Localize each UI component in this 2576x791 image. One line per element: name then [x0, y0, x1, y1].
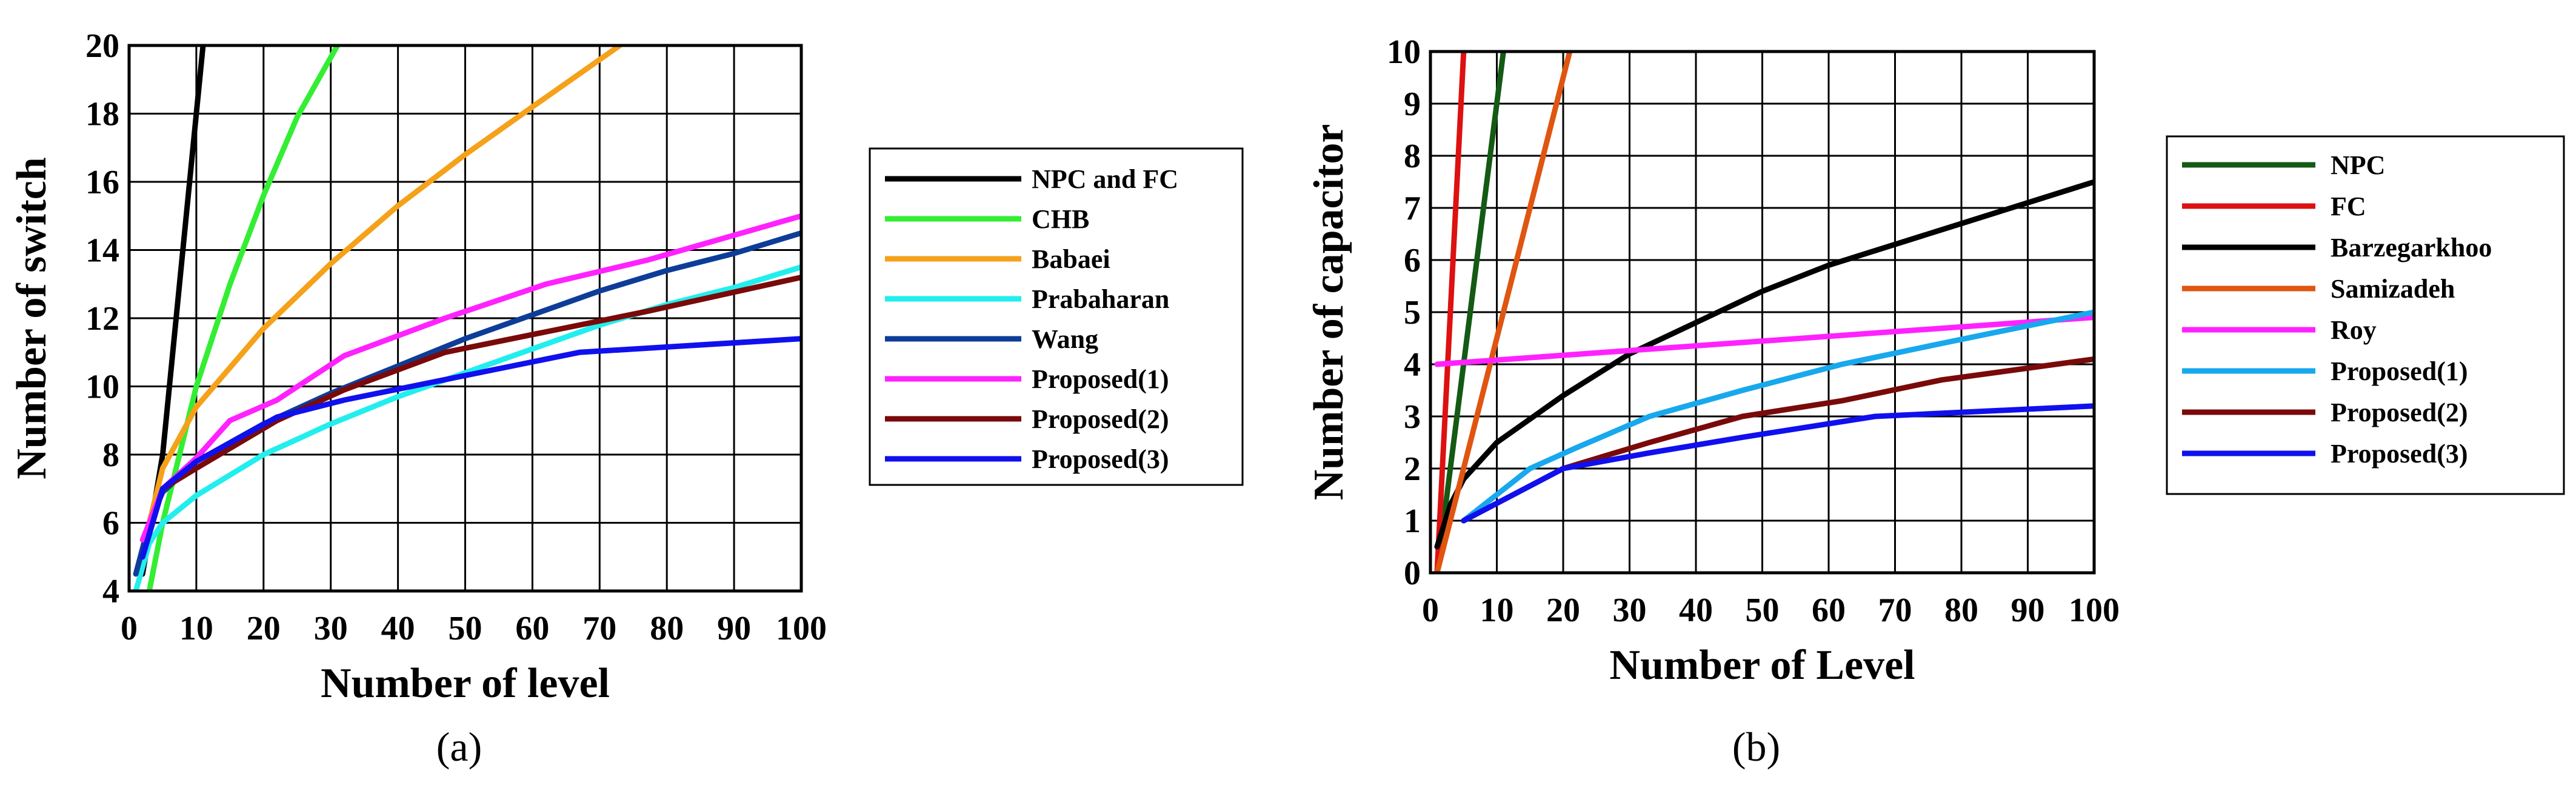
y-tick-label: 16 [85, 164, 119, 201]
series-line-prabaharan [133, 264, 801, 591]
plot-frame [1429, 50, 2096, 575]
x-tick-label: 40 [381, 610, 415, 647]
x-tick-label: 80 [1944, 592, 1978, 629]
y-tick-label: 10 [85, 369, 119, 406]
x-tick-label: 60 [515, 610, 549, 647]
x-tick-label: 100 [776, 610, 827, 647]
y-tick-label: 6 [1404, 242, 1421, 279]
x-tick-label: 20 [247, 610, 281, 647]
x-tick-label: 90 [2011, 592, 2045, 629]
series-line-proposed-1- [1461, 309, 2094, 524]
series-line-proposed-1- [139, 213, 801, 543]
legend-entry-label: Proposed(1) [2331, 356, 2468, 386]
x-tick-label: 10 [179, 610, 213, 647]
legend-entry-label: CHB [1032, 204, 1089, 234]
x-tick-label: 0 [1422, 592, 1439, 629]
y-tick-label: 12 [85, 300, 119, 338]
series-line-babaei [146, 45, 623, 526]
legend-entry-label: Proposed(3) [2331, 439, 2468, 469]
x-axis-label: Number of Level [1609, 642, 1915, 689]
y-tick-label: 4 [102, 573, 119, 610]
y-tick-label: 8 [102, 436, 119, 474]
legend-entry-label: Proposed(2) [2331, 398, 2468, 427]
legend-entry-label: Babaei [1032, 244, 1110, 274]
chart-panel-b: 0 10 20 30 40 50 60 70 80 90 100 0 1 2 3 4 5 6 7 8 9 10 Number… [1306, 33, 2565, 770]
panel-label: (a) [436, 724, 482, 770]
y-tick-label: 18 [85, 96, 119, 133]
y-tick-label: 2 [1404, 450, 1421, 488]
legend: NPC FC Barzegarkhoo Samizadeh Roy Proposed(1)… [2166, 135, 2565, 495]
series-line-fc [1434, 52, 1467, 573]
legend-entry-label: Barzegarkhoo [2331, 233, 2492, 262]
series-line-proposed-3- [1461, 403, 2094, 524]
legend-entry-label: Roy [2331, 315, 2377, 345]
y-tick-label: 5 [1404, 294, 1421, 332]
y-tick-label: 8 [1404, 138, 1421, 175]
y-tick-label: 3 [1404, 398, 1421, 436]
x-tick-label: 30 [314, 610, 348, 647]
plot-frame [127, 44, 803, 593]
series-line-roy [1434, 315, 2094, 367]
series-line-proposed-3- [139, 336, 801, 560]
y-tick-label: 10 [1387, 33, 1421, 71]
legend-box [2166, 135, 2565, 495]
x-tick-label: 60 [1812, 592, 1846, 629]
legend-entry-label: Wang [1032, 324, 1098, 354]
panel-label: (b) [1732, 724, 1780, 770]
legend-entry-label: Proposed(2) [1032, 404, 1169, 434]
legend-entry-label: Proposed(3) [1032, 444, 1169, 474]
y-tick-label: 9 [1404, 85, 1421, 123]
legend-entry-label: Samizadeh [2331, 274, 2455, 304]
legend-box [869, 147, 1244, 486]
y-tick-label: 6 [102, 505, 119, 542]
x-tick-label: 90 [717, 610, 751, 647]
y-axis-label: Number of switch [8, 157, 55, 479]
y-tick-label: 7 [1404, 190, 1421, 227]
legend-entry-label: Proposed(1) [1032, 364, 1169, 394]
x-tick-label: 40 [1679, 592, 1713, 629]
y-tick-label: 14 [85, 232, 119, 270]
x-tick-label: 70 [1878, 592, 1912, 629]
x-tick-label: 100 [2069, 592, 2120, 629]
x-tick-label: 70 [582, 610, 616, 647]
legend-entry-label: NPC and FC [1032, 164, 1178, 194]
x-tick-label: 50 [449, 610, 482, 647]
x-tick-label: 10 [1480, 592, 1514, 629]
x-tick-label: 0 [121, 610, 138, 647]
x-axis-label: Number of level [321, 660, 610, 707]
legend: NPC and FC CHB Babaei Prabaharan Wang Propose… [869, 147, 1244, 486]
legend-entry-label: FC [2331, 192, 2366, 221]
x-tick-label: 30 [1613, 592, 1647, 629]
y-tick-label: 20 [85, 27, 119, 65]
series-line-samizadeh [1434, 52, 1573, 573]
y-tick-label: 0 [1404, 555, 1421, 592]
x-tick-label: 20 [1546, 592, 1580, 629]
series-line-npc [1434, 52, 1506, 573]
y-tick-label: 4 [1404, 346, 1421, 384]
y-axis-label: Number of capacitor [1306, 124, 1352, 501]
chart-panel-a: 0 10 20 30 40 50 60 70 80 90 100 4 6 8 10 12 14 16 18 20 Num… [8, 27, 1244, 770]
y-tick-label: 1 [1404, 502, 1421, 540]
legend-entry-label: NPC [2331, 150, 2385, 180]
x-tick-label: 50 [1746, 592, 1780, 629]
x-tick-label: 80 [650, 610, 684, 647]
legend-entry-label: Prabaharan [1032, 284, 1169, 314]
